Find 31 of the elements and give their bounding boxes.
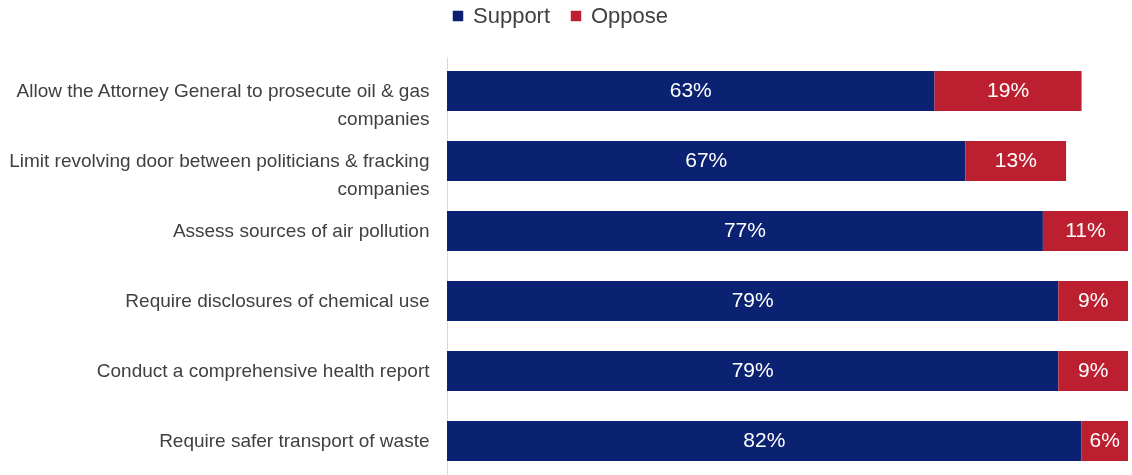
bar [965, 141, 1067, 181]
data-label: 9% [1078, 288, 1109, 312]
bar [1042, 211, 1128, 251]
data-label: 9% [1078, 358, 1109, 382]
y-tick-label: Require disclosures of chemical use [125, 290, 430, 312]
data-label: 79% [731, 358, 774, 382]
bar [447, 421, 1082, 461]
data-label: 77% [723, 217, 766, 241]
data-label: 63% [669, 77, 712, 101]
y-tick-label: Allow the Attorney General to prosecute oil & gas companies [16, 79, 430, 129]
data-label: 19% [987, 77, 1030, 101]
bar [447, 211, 1043, 251]
data-label: 67% [685, 147, 728, 171]
bar [1058, 281, 1128, 321]
bar [447, 281, 1059, 321]
y-tick-label: Conduct a comprehensive health report [96, 360, 431, 382]
y-tick-label: Assess sources of air pollution [172, 219, 430, 241]
y-tick-label: Require safer transport of waste [159, 430, 430, 452]
data-label: 13% [994, 147, 1037, 171]
data-label: 82% [743, 428, 786, 452]
bar [934, 71, 1082, 111]
bar [447, 351, 1059, 391]
bar [1058, 351, 1128, 391]
legend-label: Support [473, 3, 551, 28]
data-label: 6% [1089, 428, 1120, 452]
data-label: 79% [731, 288, 774, 312]
y-tick-label: Limit revolving door between politicians & fracking companies [9, 149, 430, 199]
legend-label: Oppose [591, 3, 669, 28]
bar [447, 141, 966, 181]
data-label: 11% [1065, 217, 1106, 241]
bar [447, 71, 935, 111]
